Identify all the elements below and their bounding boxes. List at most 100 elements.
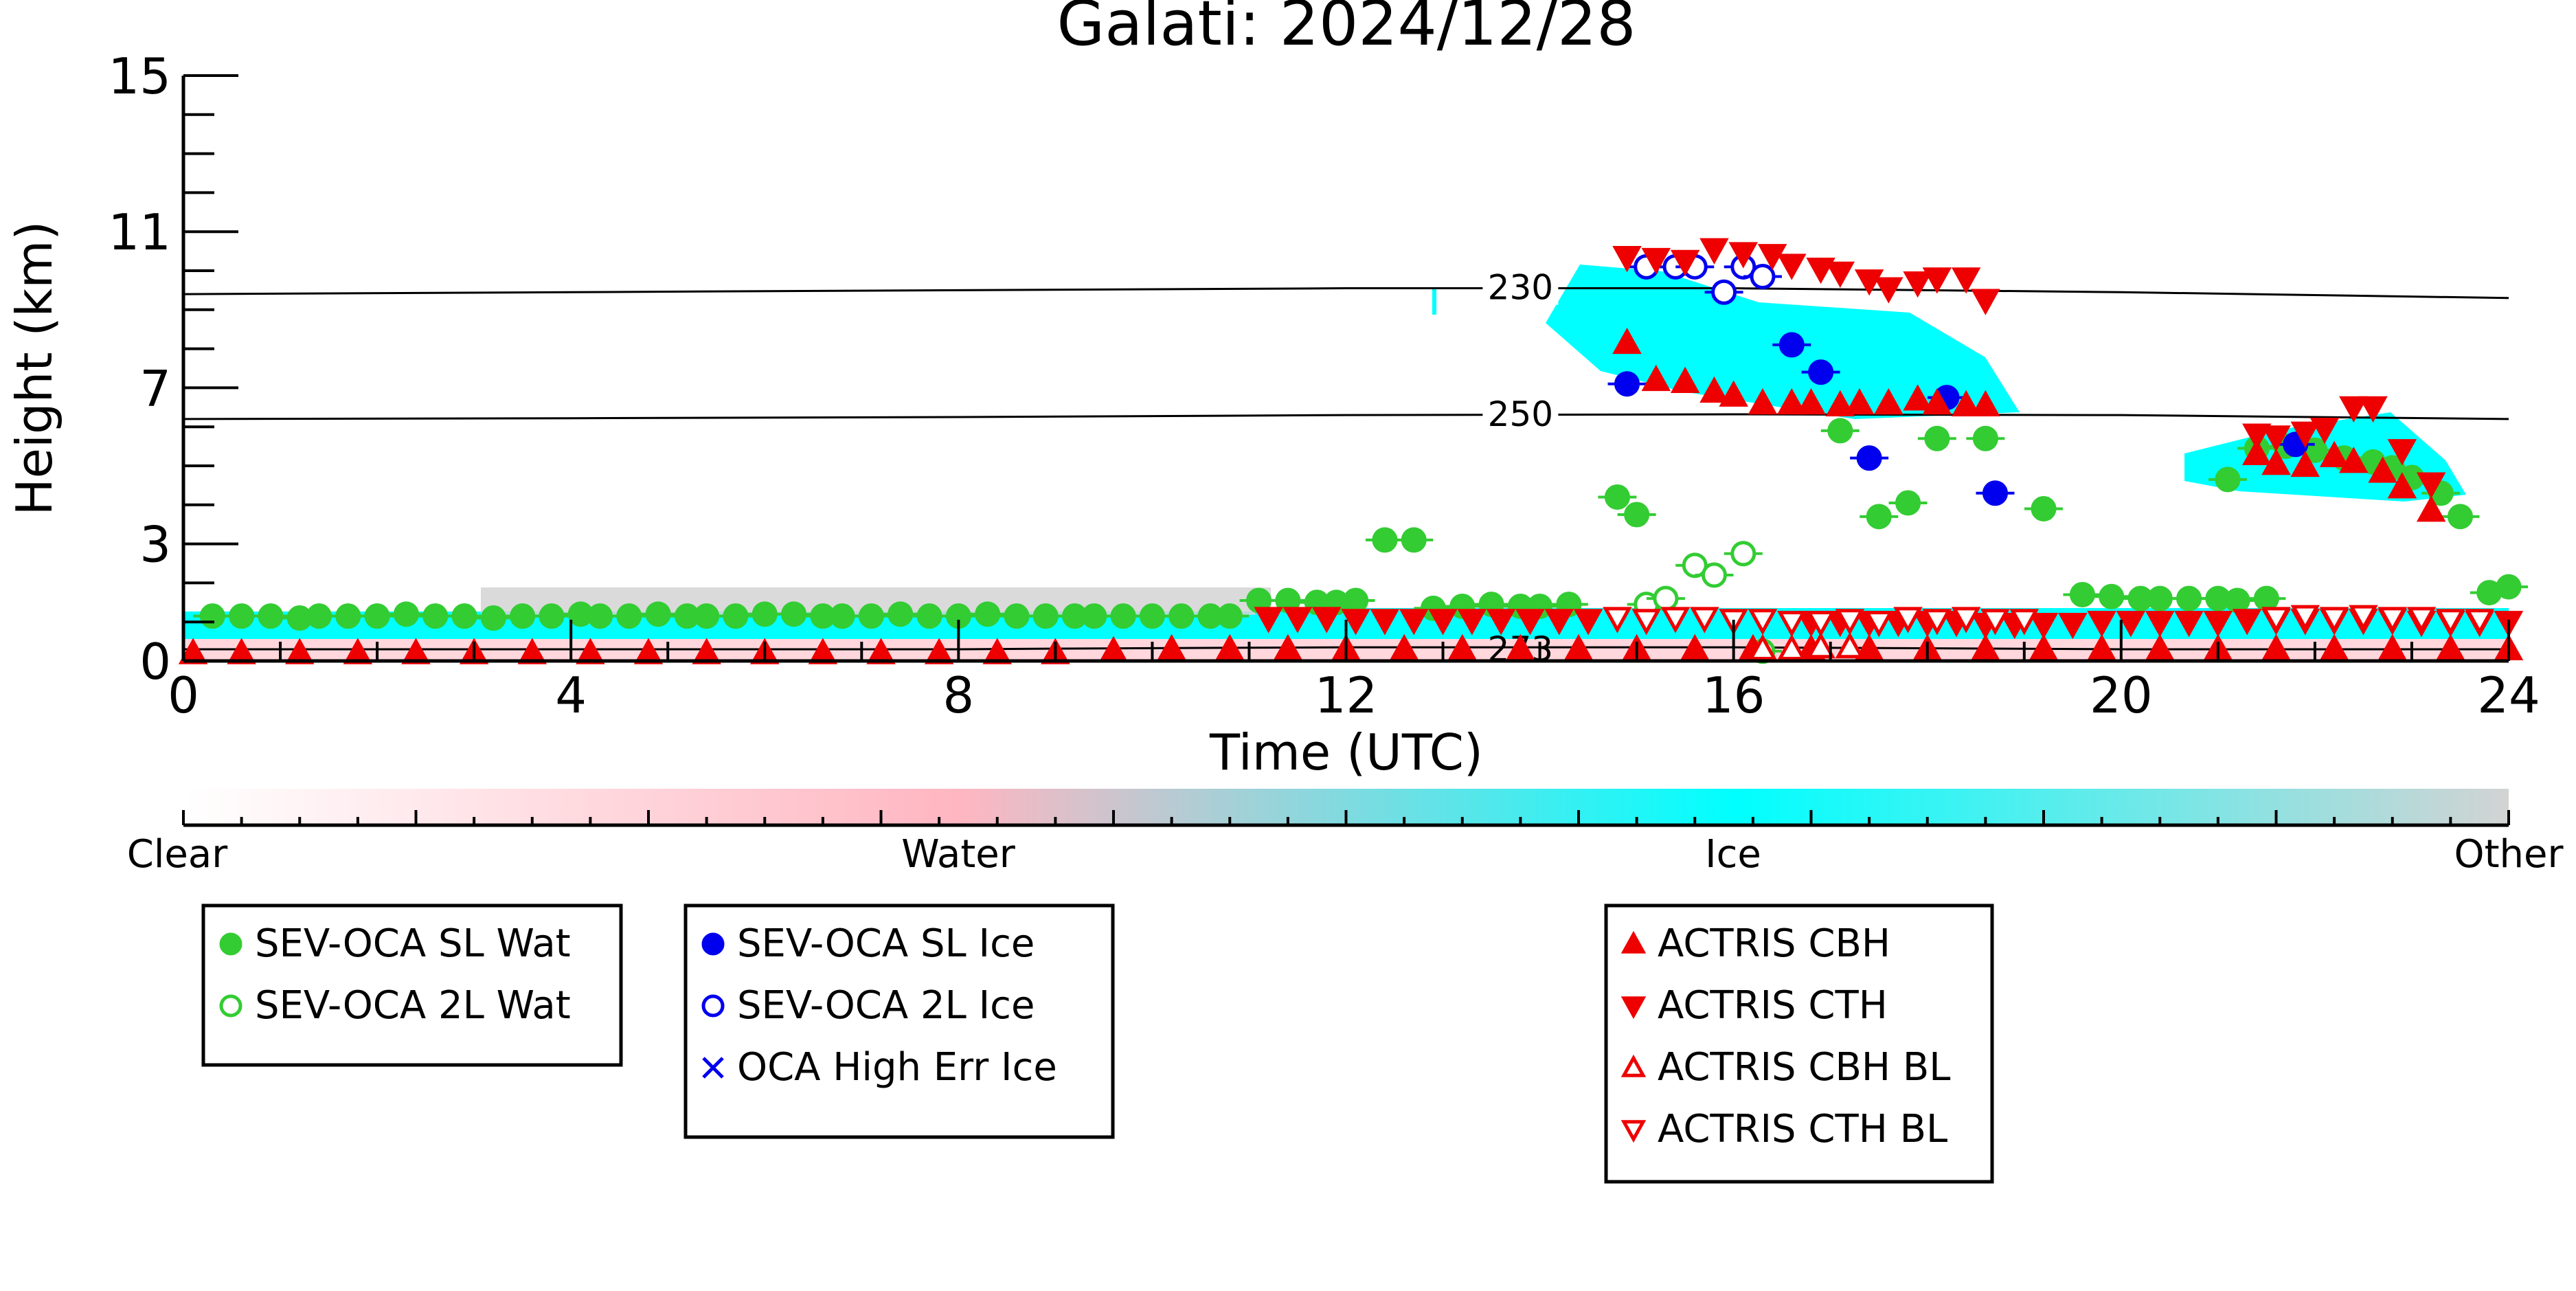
data-point bbox=[1980, 609, 2010, 636]
data-point bbox=[2031, 495, 2057, 521]
contour-label-230: 230 bbox=[1488, 268, 1553, 308]
data-point bbox=[1903, 384, 1932, 411]
legend-label: OCA High Err Ice bbox=[737, 1045, 1057, 1090]
legend-label: ACTRIS CBH bbox=[1658, 921, 1890, 966]
colorbar: Clear Water Ice Other bbox=[127, 789, 2564, 877]
data-point bbox=[510, 603, 536, 629]
data-point bbox=[2099, 583, 2125, 609]
data-point bbox=[2496, 574, 2522, 600]
data-point bbox=[1563, 633, 1594, 661]
data-point bbox=[1215, 633, 1245, 661]
data-point bbox=[1903, 271, 1932, 298]
data-point bbox=[587, 603, 613, 629]
x-axis-label: Time (UTC) bbox=[1209, 723, 1483, 781]
data-point bbox=[1854, 633, 1884, 661]
data-point bbox=[1341, 609, 1370, 636]
data-point bbox=[1893, 607, 1923, 633]
data-point bbox=[2349, 605, 2378, 631]
data-point bbox=[2242, 423, 2272, 450]
x-tick-label: 24 bbox=[2477, 666, 2540, 724]
data-point bbox=[1573, 609, 1603, 636]
legend-marker bbox=[1620, 996, 1647, 1020]
data-point bbox=[1825, 390, 1855, 417]
data-point bbox=[645, 601, 671, 627]
data-point bbox=[2116, 611, 2146, 638]
contour-line-230 bbox=[183, 287, 2509, 300]
x-tick-label: 12 bbox=[1315, 666, 1378, 724]
legend-item: SEV-OCA 2L Ice bbox=[701, 983, 1035, 1028]
data-series bbox=[178, 238, 2528, 664]
data-point bbox=[2145, 611, 2175, 638]
legend-marker bbox=[701, 932, 725, 956]
data-point bbox=[2009, 609, 2040, 636]
legend-marker bbox=[702, 1057, 724, 1079]
data-point bbox=[1372, 527, 1398, 553]
data-point bbox=[1895, 490, 1921, 516]
data-point bbox=[1283, 607, 1313, 633]
legend-label: SEV-OCA SL Wat bbox=[255, 921, 571, 966]
data-point bbox=[1796, 388, 1826, 415]
data-point bbox=[1690, 607, 1719, 633]
legend-item: ACTRIS CTH BL bbox=[1620, 1107, 1947, 1152]
data-point bbox=[2261, 425, 2291, 452]
data-point bbox=[1951, 607, 1981, 633]
data-point bbox=[2290, 450, 2320, 478]
data-point bbox=[2377, 633, 2407, 661]
data-point bbox=[1370, 609, 1400, 636]
legend-item: ACTRIS CBH bbox=[1620, 921, 1890, 966]
data-point bbox=[1604, 484, 1630, 510]
data-point bbox=[1777, 633, 1807, 661]
data-point bbox=[2242, 438, 2272, 466]
data-point bbox=[1835, 631, 1865, 659]
y-axis: 0 3 7 11 15 bbox=[108, 47, 238, 691]
x-tick-label: 8 bbox=[942, 666, 974, 724]
data-point bbox=[1515, 609, 1545, 636]
data-point bbox=[1699, 376, 1729, 403]
data-point bbox=[1603, 607, 1632, 633]
data-point bbox=[1777, 611, 1807, 638]
legend-frame bbox=[1604, 903, 1994, 1184]
data-point bbox=[2087, 633, 2116, 661]
data-point bbox=[916, 603, 942, 629]
data-point bbox=[1922, 267, 1952, 294]
data-point bbox=[422, 603, 449, 629]
data-point bbox=[2029, 612, 2059, 640]
data-point bbox=[1748, 633, 1778, 661]
data-point bbox=[1827, 418, 1853, 444]
data-point bbox=[1312, 607, 1342, 633]
chart-title: Galati: 2024/12/28 bbox=[1057, 0, 1636, 60]
data-point bbox=[2290, 605, 2320, 631]
data-point bbox=[1139, 603, 1165, 629]
data-point bbox=[1447, 633, 1477, 661]
data-point bbox=[1922, 609, 1952, 636]
data-point bbox=[888, 601, 914, 627]
data-point bbox=[2387, 472, 2417, 499]
legend-marker bbox=[219, 932, 242, 956]
legend-item: OCA High Err Ice bbox=[702, 1045, 1057, 1090]
data-point bbox=[2416, 472, 2446, 499]
data-point bbox=[1506, 633, 1535, 661]
data-point bbox=[1728, 242, 1759, 269]
legend-box-1: SEV-OCA SL Wat SEV-OCA 2L Wat bbox=[201, 903, 623, 1067]
data-point bbox=[1982, 480, 2008, 506]
data-point bbox=[858, 603, 884, 629]
legend-box-2: SEV-OCA SL Ice SEV-OCA 2L Ice OCA High Err… bbox=[683, 903, 1115, 1139]
data-point bbox=[781, 601, 807, 627]
data-point bbox=[1389, 633, 1419, 661]
data-point bbox=[1631, 609, 1661, 636]
data-point bbox=[1750, 264, 1776, 290]
series-actris-cbh bbox=[178, 327, 2524, 664]
data-point bbox=[1612, 327, 1642, 355]
data-point bbox=[2309, 417, 2340, 445]
contour-line-250 bbox=[183, 413, 2509, 420]
data-point bbox=[2145, 633, 2175, 661]
series-actris-cbh-bl bbox=[1748, 631, 1865, 661]
data-point bbox=[1951, 267, 1981, 294]
legend-item: ACTRIS CTH bbox=[1620, 983, 1888, 1028]
data-point bbox=[1971, 390, 2000, 417]
data-point bbox=[1110, 603, 1136, 629]
data-point bbox=[694, 603, 720, 629]
data-point bbox=[1971, 633, 2000, 661]
data-point bbox=[2261, 607, 2291, 633]
data-point bbox=[2069, 581, 2095, 607]
